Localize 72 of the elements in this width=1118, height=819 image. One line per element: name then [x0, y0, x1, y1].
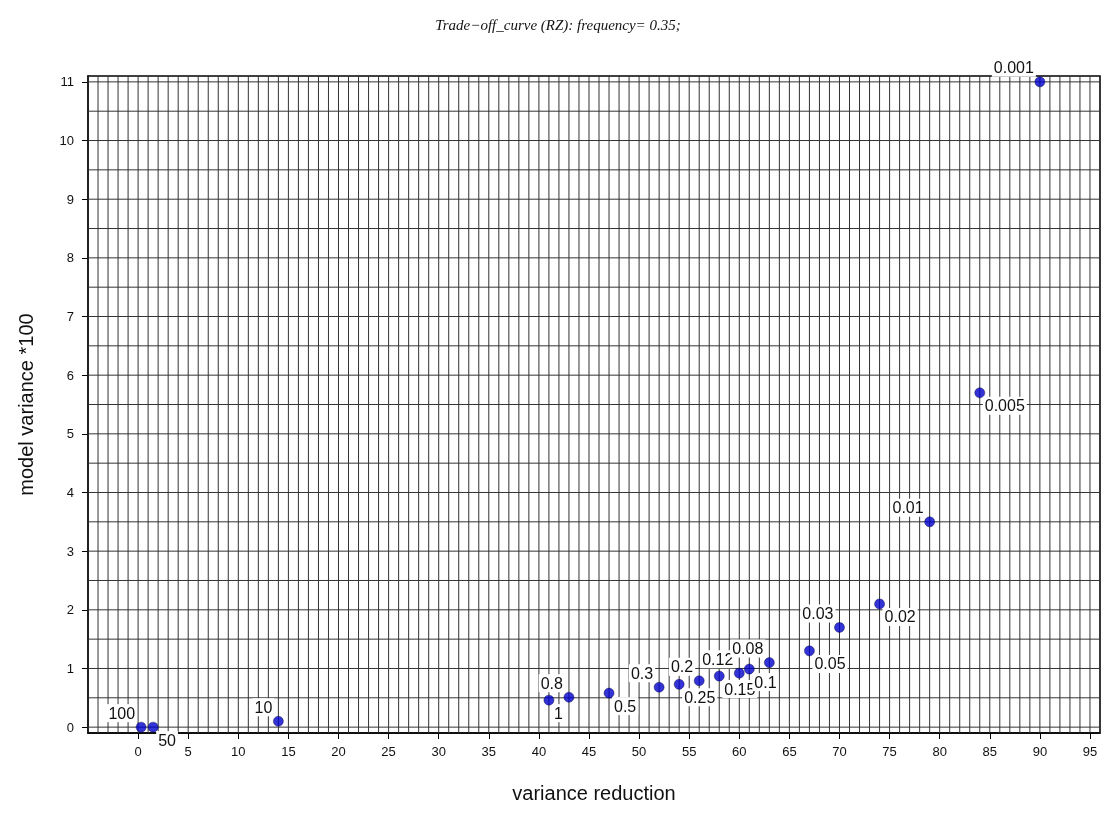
point — [135, 721, 147, 733]
x-tick-label: 95 — [1082, 744, 1098, 759]
point — [603, 687, 615, 699]
point — [744, 663, 755, 675]
y-tick-label: 10 — [59, 133, 74, 149]
x-tick-label: 35 — [481, 744, 497, 759]
y-tick-label: 1 — [66, 660, 74, 676]
x-tick-label: 55 — [681, 744, 697, 759]
annotation: 0.01 — [892, 499, 924, 517]
x-tick-label: 40 — [531, 744, 547, 759]
y-tick-label: 0 — [66, 719, 74, 735]
x-tick-label: 0 — [134, 744, 142, 759]
x-tick-label: 70 — [832, 744, 847, 759]
x-tick-label: 75 — [882, 744, 897, 759]
point — [764, 657, 775, 668]
x-tick-label: 80 — [932, 744, 947, 759]
point — [147, 721, 159, 733]
annotation: 0.03 — [802, 604, 834, 622]
point — [1034, 76, 1046, 88]
point — [804, 645, 815, 657]
annotation: 0.15 — [724, 680, 756, 698]
x-tick-label: 50 — [631, 744, 647, 759]
x-tick-label: 45 — [581, 744, 597, 759]
point — [693, 675, 705, 687]
annotation: 0.1 — [754, 673, 777, 691]
annotation: 1 — [553, 704, 563, 722]
point — [734, 667, 745, 679]
x-axis-title: variance reduction — [512, 782, 676, 804]
y-tick-label: 8 — [66, 250, 74, 266]
annotation: 0.25 — [684, 688, 716, 706]
point — [673, 679, 685, 690]
point — [273, 716, 284, 727]
x-tick-label: 15 — [281, 744, 296, 759]
annotation: 0.2 — [670, 658, 694, 676]
annotation: 0.001 — [993, 59, 1034, 77]
x-tick-label: 85 — [982, 744, 998, 759]
y-tick-label: 5 — [66, 426, 74, 442]
point — [714, 670, 725, 682]
annotation: 0.3 — [630, 664, 654, 682]
annotation: 10 — [254, 698, 273, 716]
point — [924, 516, 935, 528]
y-tick-label: 2 — [66, 602, 74, 618]
x-tick-label: 25 — [381, 744, 396, 759]
x-tick-label: 65 — [782, 744, 797, 759]
x-tick-label: 20 — [331, 744, 346, 759]
chart-title: Trade−off_curve (RZ): frequency= 0.35; — [435, 16, 681, 34]
point — [974, 387, 986, 399]
y-tick-label: 11 — [60, 74, 74, 90]
x-tick-label: 90 — [1032, 744, 1048, 759]
x-tick-label: 5 — [184, 744, 192, 759]
y-tick-label: 7 — [66, 309, 74, 325]
point — [653, 682, 665, 693]
annotation: 100 — [108, 704, 136, 722]
annotation: 0.8 — [540, 674, 564, 692]
point — [834, 622, 845, 633]
x-tick-label: 60 — [732, 744, 747, 759]
annotation: 0.02 — [884, 608, 916, 626]
point — [563, 691, 575, 703]
y-tick-label: 4 — [66, 484, 74, 500]
y-tick-label: 6 — [66, 367, 74, 383]
x-tick-label: 10 — [231, 744, 246, 759]
point — [543, 694, 555, 706]
annotation: 0.5 — [614, 697, 637, 715]
y-tick-label: 9 — [66, 191, 74, 207]
y-axis-title: model variance *100 — [15, 313, 37, 496]
annotation: 0.12 — [702, 650, 734, 668]
annotation: 0.08 — [732, 640, 764, 658]
point — [874, 598, 885, 610]
x-tick-label: 30 — [431, 744, 446, 759]
annotation: 0.05 — [814, 655, 846, 673]
y-tick-label: 3 — [66, 543, 74, 559]
annotation: 0.005 — [984, 397, 1025, 415]
